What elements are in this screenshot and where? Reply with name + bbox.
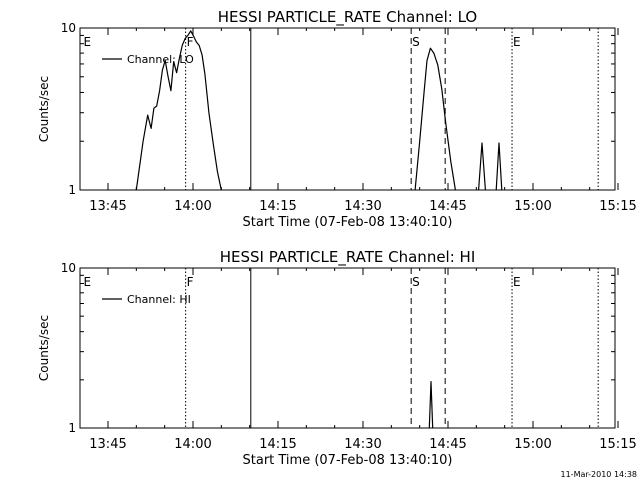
chart2-y-tick-label: 10 [61, 261, 76, 275]
chart1-x-tick-label: 13:45 [89, 199, 126, 214]
chart2-marker-label: F [187, 275, 194, 289]
chart2-plot-frame [79, 267, 616, 429]
chart2-series-line [428, 381, 434, 429]
chart1-x-tick-label: 14:00 [174, 199, 211, 214]
chart1-series-line [414, 47, 456, 191]
chart2-y-tick-label: 1 [68, 421, 76, 435]
chart1-y-tick-label: 1 [68, 183, 76, 197]
chart1-series-line [495, 142, 503, 191]
chart1-x-tick-label: 14:15 [259, 199, 296, 214]
chart2-marker-label: E [84, 275, 92, 289]
chart2-title: HESSI PARTICLE_RATE Channel: HI [220, 248, 476, 267]
chart1-x-tick-label: 15:00 [514, 199, 551, 214]
chart2-y-axis-label: Counts/sec [37, 315, 51, 381]
chart1-marker-label: F [187, 35, 194, 49]
chart1-plot-frame [79, 27, 616, 191]
chart1-marker-label: S [412, 35, 420, 49]
chart1-title: HESSI PARTICLE_RATE Channel: LO [218, 8, 477, 27]
chart2-marker-label: S [412, 275, 420, 289]
chart1-x-axis-label: Start Time (07-Feb-08 13:40:10) [243, 215, 453, 230]
chart2-x-tick-label: 15:00 [514, 437, 551, 452]
chart2-x-tick-label: 15:15 [599, 437, 636, 452]
chart1-y-axis-label: Counts/sec [37, 76, 51, 142]
chart2-marker-label: E [513, 275, 521, 289]
chart1-series-line [135, 30, 222, 191]
chart1-marker-label: E [84, 35, 92, 49]
chart1-marker-label: E [513, 35, 521, 49]
chart1-x-tick-label: 15:15 [599, 199, 636, 214]
chart1-y-tick-label: 10 [61, 21, 76, 35]
chart2-x-tick-label: 13:45 [89, 437, 126, 452]
chart2-x-tick-label: 14:45 [429, 437, 466, 452]
chart1-series-line [478, 142, 486, 191]
chart2-x-tick-label: 14:00 [174, 437, 211, 452]
chart2-x-tick-label: 14:30 [344, 437, 381, 452]
chart2-x-tick-label: 14:15 [259, 437, 296, 452]
chart2-x-axis-label: Start Time (07-Feb-08 13:40:10) [243, 453, 453, 468]
chart1-legend-entry: Channel: LO [127, 53, 194, 66]
chart1-x-tick-label: 14:30 [344, 199, 381, 214]
chart2-legend-entry: Channel: HI [127, 293, 191, 306]
chart1-x-tick-label: 14:45 [429, 199, 466, 214]
footer-timestamp: 11-Mar-2010 14:38 [561, 470, 638, 479]
